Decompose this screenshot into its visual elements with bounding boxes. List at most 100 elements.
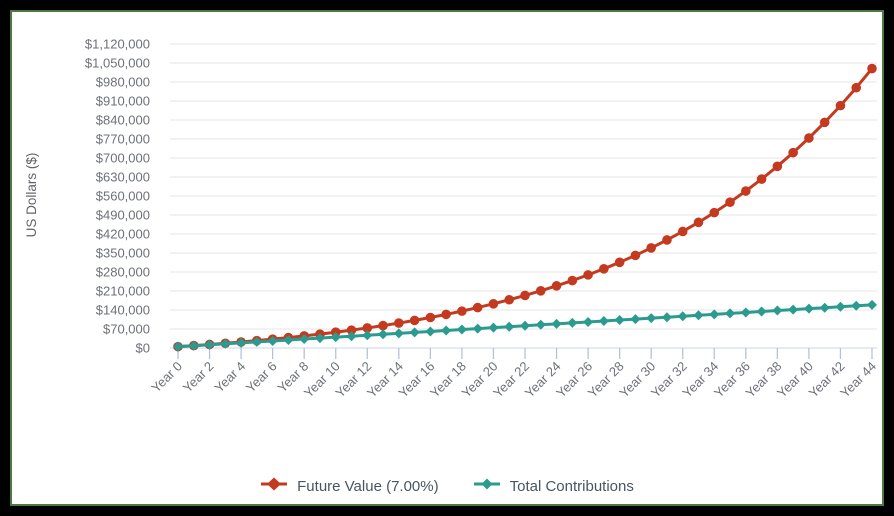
data-point[interactable] — [740, 307, 751, 318]
data-point[interactable] — [220, 338, 231, 349]
data-point[interactable] — [283, 334, 294, 345]
data-point[interactable] — [567, 317, 578, 328]
data-point[interactable] — [346, 331, 357, 342]
data-point[interactable] — [567, 275, 578, 286]
data-point[interactable] — [662, 235, 672, 245]
data-point[interactable] — [803, 303, 814, 314]
data-point[interactable] — [614, 315, 625, 326]
data-point[interactable] — [630, 250, 641, 261]
data-point[interactable] — [409, 327, 420, 338]
data-point[interactable] — [236, 337, 247, 348]
data-point[interactable] — [378, 329, 389, 340]
data-point[interactable] — [362, 323, 373, 333]
total-contributions-series-marker-icon — [473, 477, 501, 496]
x-axis — [177, 348, 873, 359]
y-axis-tick-label: $700,000 — [96, 151, 150, 166]
data-point[interactable] — [867, 299, 877, 310]
data-point[interactable] — [819, 117, 830, 128]
data-point[interactable] — [504, 294, 515, 305]
data-point[interactable] — [756, 174, 767, 184]
data-point[interactable] — [599, 264, 609, 274]
y-axis-title: US Dollars ($) — [24, 153, 39, 238]
x-axis-tick-label: Year 0 — [148, 359, 185, 396]
data-point[interactable] — [314, 333, 325, 344]
y-axis-tick-label: $560,000 — [96, 189, 150, 204]
data-point[interactable] — [188, 340, 199, 351]
data-point[interactable] — [583, 316, 594, 327]
data-point[interactable] — [504, 321, 515, 332]
data-point[interactable] — [409, 315, 420, 326]
y-axis-tick-label: $420,000 — [96, 227, 150, 242]
data-point[interactable] — [488, 322, 499, 333]
data-point[interactable] — [535, 319, 546, 330]
y-axis-tick-label: $770,000 — [96, 132, 150, 147]
data-point[interactable] — [598, 315, 609, 326]
y-axis-tick-label: $1,050,000 — [85, 56, 150, 71]
data-point[interactable] — [520, 290, 530, 301]
data-point[interactable] — [693, 310, 704, 321]
series-total-contributions — [173, 299, 877, 352]
data-point[interactable] — [425, 326, 436, 337]
data-point[interactable] — [614, 257, 625, 268]
data-point[interactable] — [630, 314, 641, 325]
data-point[interactable] — [677, 226, 688, 237]
data-point[interactable] — [725, 197, 735, 207]
data-point[interactable] — [646, 313, 657, 324]
data-point[interactable] — [709, 207, 720, 218]
data-point[interactable] — [551, 318, 562, 329]
data-point[interactable] — [788, 304, 799, 315]
data-point[interactable] — [425, 312, 436, 323]
data-point[interactable] — [709, 309, 720, 320]
data-point[interactable] — [393, 328, 404, 339]
data-point[interactable] — [725, 308, 736, 319]
data-point[interactable] — [804, 133, 814, 143]
y-axis-tick-labels: $0 $70,000 $140,000 $210,000 $280,000 $350,00… — [85, 37, 150, 356]
data-point[interactable] — [441, 325, 452, 336]
data-point[interactable] — [472, 323, 483, 334]
gridlines — [170, 43, 877, 349]
data-point[interactable] — [520, 320, 530, 331]
data-point[interactable] — [788, 147, 798, 158]
data-point[interactable] — [394, 318, 404, 328]
data-point[interactable] — [362, 330, 373, 341]
data-point[interactable] — [330, 332, 341, 343]
legend-label-future-value: Future Value (7.00%) — [297, 477, 439, 495]
data-point[interactable] — [741, 186, 751, 196]
data-point[interactable] — [677, 311, 688, 322]
data-point[interactable] — [851, 82, 862, 93]
data-point[interactable] — [441, 309, 451, 320]
data-point[interactable] — [251, 336, 262, 347]
data-point[interactable] — [661, 312, 672, 323]
data-point[interactable] — [457, 306, 467, 316]
data-point[interactable] — [772, 305, 783, 316]
x-axis-tick-label: Year 4 — [211, 359, 248, 396]
data-point[interactable] — [551, 281, 562, 291]
series-future-value — [173, 63, 877, 352]
data-point[interactable] — [488, 299, 499, 309]
data-point[interactable] — [267, 335, 278, 346]
y-axis-tick-label: $350,000 — [96, 246, 150, 261]
data-point[interactable] — [472, 302, 483, 313]
data-point[interactable] — [299, 334, 310, 345]
data-point[interactable] — [756, 306, 767, 317]
legend-item-total-contributions[interactable]: Total Contributions — [473, 477, 634, 496]
data-point[interactable] — [456, 324, 467, 335]
data-point[interactable] — [772, 161, 783, 172]
data-point[interactable] — [583, 270, 593, 280]
data-point[interactable] — [819, 302, 830, 313]
data-point[interactable] — [835, 100, 846, 111]
data-point[interactable] — [535, 286, 546, 296]
legend: Future Value (7.00%) Total Contributions — [12, 474, 882, 498]
data-point[interactable] — [173, 341, 183, 352]
data-point[interactable] — [835, 301, 846, 312]
data-point[interactable] — [693, 217, 704, 228]
legend-item-future-value[interactable]: Future Value (7.00%) — [260, 477, 439, 496]
data-point[interactable] — [346, 325, 357, 335]
data-point[interactable] — [646, 243, 656, 253]
data-point[interactable] — [851, 300, 862, 311]
data-point[interactable] — [378, 320, 388, 331]
data-point[interactable] — [204, 339, 215, 350]
x-axis-tick-label: Year 2 — [180, 359, 217, 396]
data-point[interactable] — [867, 63, 877, 74]
